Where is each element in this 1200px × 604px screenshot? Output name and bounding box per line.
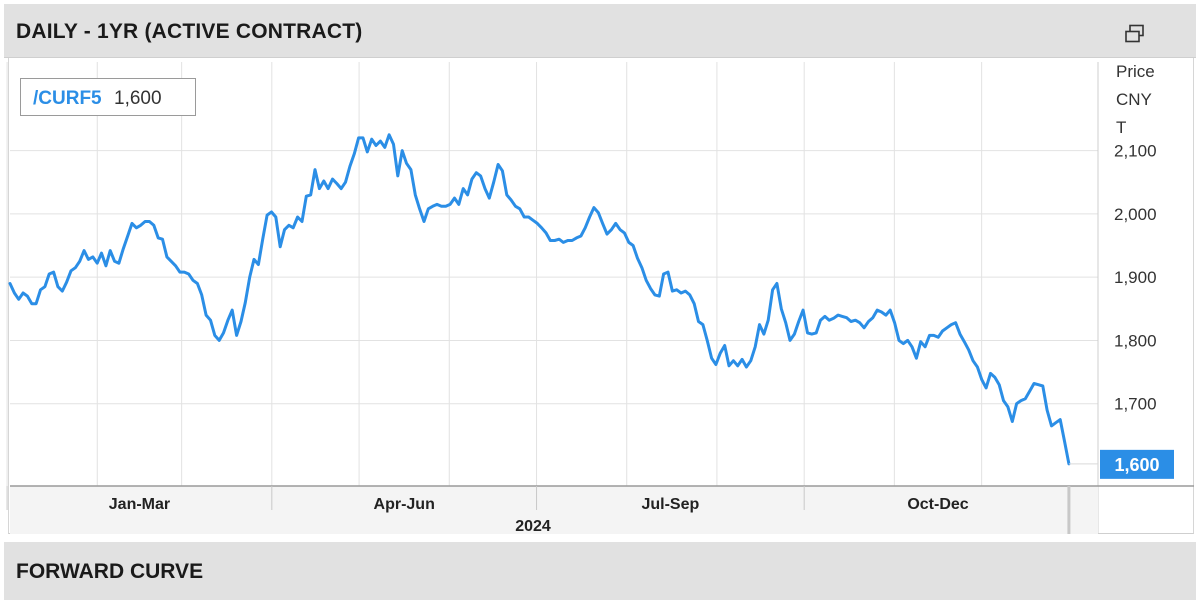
chart-frame: [8, 58, 1194, 534]
x-year-label: 2024: [515, 518, 551, 535]
y-axis-label-line: T: [1116, 118, 1126, 137]
legend-box: /CURF5 1,600: [20, 78, 196, 116]
x-period-label: Jan-Mar: [109, 496, 170, 513]
x-axis-band: [10, 486, 1098, 534]
y-axis-label-line: Price: [1116, 62, 1155, 81]
popout-window-icon[interactable]: [1124, 24, 1146, 44]
y-tick-label: 1,900: [1114, 268, 1157, 287]
legend-symbol[interactable]: /CURF5: [33, 88, 102, 109]
x-period-label: Jul-Sep: [641, 496, 699, 513]
y-tick-label: 1,800: [1114, 331, 1157, 350]
y-tick-label: 1,700: [1114, 395, 1157, 414]
last-price-tag: [1100, 449, 1174, 479]
forward-curve-title: FORWARD CURVE: [16, 560, 204, 583]
last-price-label: 1,600: [1114, 455, 1159, 475]
y-axis-label-line: CNY: [1116, 90, 1152, 109]
chart-grid: [6, 62, 1099, 534]
y-tick-label: 2,100: [1114, 142, 1157, 161]
y-axis: 1,700 1,800 1,900 2,000 2,100 Price CNY T: [1114, 62, 1157, 414]
forward-curve-header[interactable]: FORWARD CURVE: [4, 542, 1196, 600]
x-period-label: Apr-Jun: [374, 496, 435, 513]
series-layer: 1,600: [8, 133, 1174, 479]
legend-value: 1,600: [114, 88, 162, 109]
y-tick-label: 2,000: [1114, 205, 1157, 224]
series-line: [8, 133, 1071, 466]
x-axis: Jan-Mar Apr-Jun Jul-Sep Oct-Dec 2024: [6, 485, 1194, 535]
x-period-label: Oct-Dec: [907, 496, 968, 513]
chart-title: DAILY - 1YR (ACTIVE CONTRACT): [16, 20, 363, 43]
chart-panel-header: DAILY - 1YR (ACTIVE CONTRACT): [4, 4, 1196, 58]
